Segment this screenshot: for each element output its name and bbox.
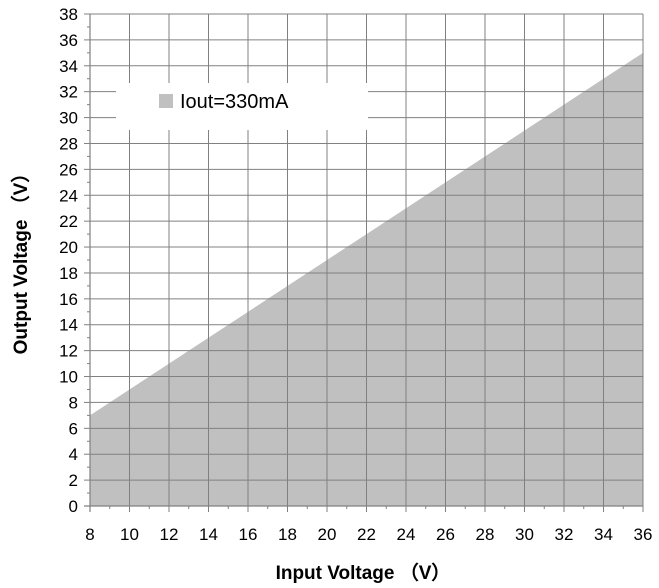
y-tick-label: 0 [69,497,78,516]
y-tick-label: 32 [59,83,78,102]
y-tick-label: 38 [59,5,78,24]
y-tick-label: 14 [59,316,78,335]
legend-swatch [159,94,173,108]
x-tick-label: 10 [120,525,139,544]
axes [84,13,644,512]
x-tick-label: 14 [199,525,218,544]
x-tick-label: 18 [278,525,297,544]
x-tick-label: 34 [594,525,613,544]
y-tick-label: 36 [59,31,78,50]
y-axis-title: Output Voltage （V） [9,164,32,355]
y-tick-label: 28 [59,134,78,153]
x-tick-label: 12 [160,525,179,544]
y-tick-label: 16 [59,290,78,309]
y-tick-label: 24 [59,186,78,205]
x-tick-label: 28 [476,525,495,544]
y-tick-label: 18 [59,264,78,283]
y-tick-label: 6 [69,419,78,438]
y-tick-label: 8 [69,393,78,412]
y-tick-label: 30 [59,109,78,128]
x-tick-label: 24 [397,525,416,544]
y-tick-label: 2 [69,471,78,490]
x-tick-label: 26 [436,525,455,544]
x-tick-labels: 8 10 12 14 16 18 20 22 24 26 28 30 32 34 36 [85,525,652,544]
x-tick-label: 32 [555,525,574,544]
legend: Iout=330mA [116,83,368,130]
x-tick-label: 20 [318,525,337,544]
y-tick-label: 20 [59,238,78,257]
y-tick-label: 22 [59,212,78,231]
x-axis-title: Input Voltage （V） [276,561,451,584]
legend-box [116,83,368,130]
y-tick-label: 10 [59,368,78,387]
x-tick-label: 8 [85,525,94,544]
x-tick-label: 30 [515,525,534,544]
legend-label: Iout=330mA [180,91,289,113]
x-tick-label: 22 [357,525,376,544]
x-tick-label: 16 [239,525,258,544]
y-tick-label: 34 [59,57,78,76]
y-tick-label: 12 [59,342,78,361]
y-tick-label: 4 [69,445,78,464]
y-tick-label: 26 [59,160,78,179]
x-tick-label: 36 [634,525,653,544]
